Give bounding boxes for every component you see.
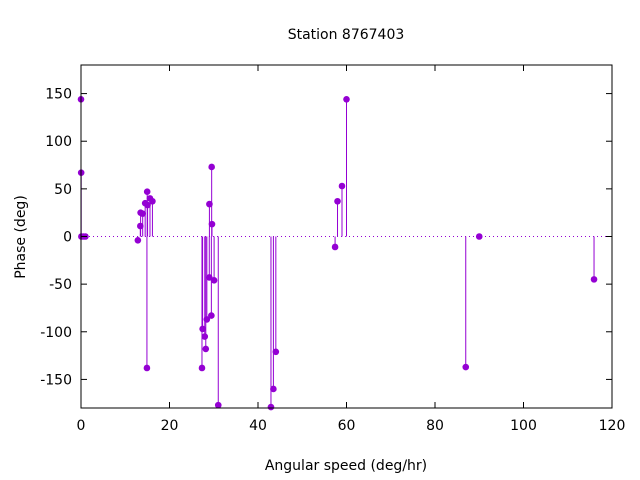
data-point	[334, 197, 341, 205]
y-tick-label: 50	[54, 182, 72, 198]
data-point	[208, 220, 216, 228]
data-point	[198, 364, 206, 372]
chart-title: Station 8767403	[288, 27, 405, 43]
x-tick-label: 120	[599, 418, 626, 434]
data-point	[199, 325, 206, 333]
x-axis-label: Angular speed (deg/hr)	[265, 458, 427, 474]
data-point	[149, 197, 156, 205]
impulse-layer	[80, 99, 595, 408]
data-point	[143, 364, 151, 372]
data-point	[144, 201, 151, 209]
data-point	[134, 237, 142, 244]
data-point	[475, 233, 483, 240]
data-point	[208, 312, 215, 319]
data-point	[272, 348, 280, 356]
x-tick-label: 60	[338, 418, 356, 434]
x-tick-label: 40	[249, 418, 267, 434]
data-point	[139, 210, 146, 217]
data-point	[201, 333, 209, 340]
data-point	[331, 243, 339, 251]
data-point	[267, 403, 275, 411]
data-point	[338, 182, 346, 190]
data-point	[210, 277, 218, 284]
y-tick-label: -100	[40, 325, 72, 341]
y-tick-label: 100	[45, 134, 72, 150]
y-tick-label: -150	[40, 372, 72, 388]
data-point	[203, 316, 211, 323]
x-tick-label: 0	[77, 418, 86, 434]
data-point	[462, 363, 470, 371]
data-point	[590, 276, 598, 283]
y-axis-label: Phase (deg)	[13, 195, 29, 279]
data-point	[208, 163, 215, 171]
data-point	[270, 385, 277, 393]
data-point	[143, 188, 151, 196]
data-point	[206, 200, 213, 208]
x-tick-label: 100	[510, 418, 537, 434]
data-point	[343, 96, 350, 103]
y-tick-label: 0	[63, 230, 72, 246]
y-tick-label: -50	[49, 277, 72, 293]
data-point	[136, 222, 144, 230]
data-point	[205, 274, 213, 281]
tick-layer: 0 20 40 60 80 100 120 -150 -100 -50 0 50 100 150	[40, 65, 625, 434]
x-tick-label: 20	[161, 418, 179, 434]
y-tick-label: 150	[45, 87, 72, 103]
data-point	[202, 345, 210, 353]
data-point	[214, 401, 222, 409]
x-tick-label: 80	[426, 418, 444, 434]
point-layer	[77, 96, 598, 411]
